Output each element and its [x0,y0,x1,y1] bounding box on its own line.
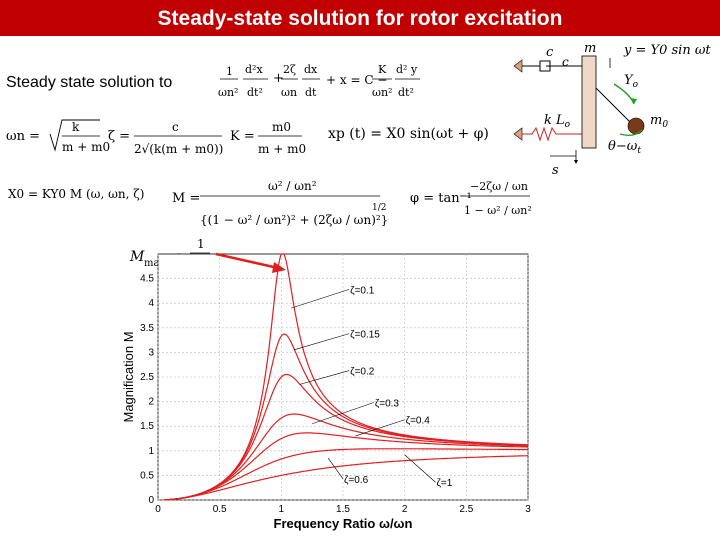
svg-text:m0: m0 [272,120,291,134]
eccentric-mass [627,117,645,135]
y-tick-label: 4.5 [140,274,154,285]
x-tick-label: 0 [155,504,161,515]
eom-d2y: d² y [396,63,418,76]
svg-text:ζ =: ζ = [108,129,130,144]
angle-label: θ−ωt [608,139,641,156]
spring [522,126,582,142]
eom-2zeta: 2ζ [283,63,296,76]
x-tick-label: 1 [279,504,285,515]
series-line-zeta-0-3 [164,413,528,501]
svg-text:ω² / ωn²: ω² / ωn² [268,179,317,193]
ground-support-bottom [513,127,523,141]
slide-title: Steady-state solution for rotor excitati… [0,0,720,36]
ground-support-top [513,59,523,73]
phase-angle-eq: φ = tan⁻¹ −2ζω / ωn 1 − ω² / ωn² [410,180,532,217]
annotation-leader [404,454,436,483]
series-line-zeta-1 [164,455,528,501]
y-tick-label: 0.5 [140,470,154,481]
svg-text:1/2: 1/2 [372,203,386,213]
y-tick-label: 0 [148,495,154,506]
annotation-leader [355,419,405,437]
annotation-leader [299,370,350,385]
x-tick-label: 1.5 [336,504,350,515]
eom-wn2: ωn² [372,86,392,99]
rotor-arm [595,87,633,125]
svg-text:ωn =: ωn = [6,129,40,144]
mass-ratio-eq: K = m0 m + m0 [230,120,306,156]
svg-text:m + m0: m + m0 [258,142,306,156]
eom-dt2: dt² [398,86,414,99]
svg-text:c: c [172,120,179,134]
coordinate-label: s [552,163,559,178]
series-annotation: ζ=0.6 [344,475,369,486]
y-axis-label: Magnification M [121,331,136,422]
y-tick-label: 3 [148,347,154,358]
series-line-zeta-0-4 [164,432,528,501]
x-tick-label: 2.5 [459,504,473,515]
series-annotation: ζ=0.3 [375,399,400,410]
rotor-diagram: c c k Lo m y = Y0 sin ωt Yo m0 θ−ωt s [513,41,711,178]
equation-of-motion: 1 ωn² d²x dt² + 2ζ ωn dx dt + x = C − K … [218,63,420,99]
y-tick-label: 3.5 [140,323,154,334]
x-axis-label: Frequency Ratio ω/ωn [274,516,413,531]
eom-dt1: dt² [247,86,263,99]
svg-text:{(1 − ω² / ωn²)² + (2ζω / ωn)²: {(1 − ω² / ωn²)² + (2ζω / ωn)²} [200,213,388,227]
x-tick-label: 3 [525,504,531,515]
x-tick-label: 2 [402,504,408,515]
y-tick-label: 4 [148,298,154,309]
particular-solution-eq: xp (t) = X0 sin(ωt + φ) [328,126,489,142]
y-tick-label: 2.5 [140,372,154,383]
svg-text:2√(k(m + m0)): 2√(k(m + m0)) [134,142,223,156]
amplitude-eq: X0 = KY0 M (ω, ωn, ζ) [8,187,144,201]
damper-label-c2: c [562,55,569,69]
svg-text:m + m0: m + m0 [62,140,110,154]
eom-dt: dt [305,86,317,99]
y-tick-label: 2 [148,397,154,408]
damping-ratio-eq: ζ = c 2√(k(m + m0)) [108,120,223,156]
eom-dx: dx [304,63,318,76]
series-line-zeta-0-2 [164,373,529,501]
x-tick-label: 0.5 [213,504,227,515]
series-line-zeta-0-6 [164,448,528,501]
svg-text:φ = tan⁻¹: φ = tan⁻¹ [410,191,472,206]
svg-text:Lo: Lo [555,113,571,130]
series-annotation: ζ=0.15 [350,330,380,341]
main-mass [581,55,597,149]
annotation-leader [293,333,350,351]
eom-den1: ωn² [218,86,238,99]
eom-num1: d²x [245,63,263,76]
annotation-leader [327,458,344,479]
base-motion-label: y = Y0 sin ωt [623,43,711,58]
eom-one: 1 [226,65,233,78]
series-annotation: ζ=0.1 [350,285,375,296]
magnification-chart: 0 0.5 1 1.5 2 2.5 3 0 0.5 1 1.5 2 2.5 3 3.5 4 4.5 Frequen… [121,253,531,531]
y-tick-label: 1.5 [140,421,154,432]
svg-text:−2ζω / ωn: −2ζω / ωn [470,180,528,193]
spring-label: k [544,113,552,128]
series-annotation: ζ=1 [437,478,453,489]
svg-text:M =: M = [172,191,200,206]
annotation-leader [291,289,350,309]
eccentricity-label: Yo [624,73,639,90]
series-annotation: ζ=0.2 [350,367,375,378]
intro-text: Steady state solution to [6,74,173,91]
svg-text:1 − ω² / ωn²: 1 − ω² / ωn² [464,204,532,217]
damper-label-top: c [546,45,554,60]
eom-mid: + x = C − [326,73,387,87]
y-tick-label: 1 [148,446,154,457]
series-annotation: ζ=0.4 [406,416,431,427]
annotation-leader [312,402,374,425]
natural-frequency-eq: ωn = k m + m0 [6,119,110,154]
rotor-mass-label: m0 [650,113,668,130]
eom-plus: + [273,71,284,86]
svg-text:k: k [72,120,80,134]
mass-label: m [584,41,596,56]
svg-text:K =: K = [230,129,255,144]
eom-K: K [378,63,387,76]
eom-wn: ωn [281,86,297,99]
magnification-eq: M = ω² / ωn² {(1 − ω² / ωn²)² + (2ζω / ω… [172,179,388,227]
